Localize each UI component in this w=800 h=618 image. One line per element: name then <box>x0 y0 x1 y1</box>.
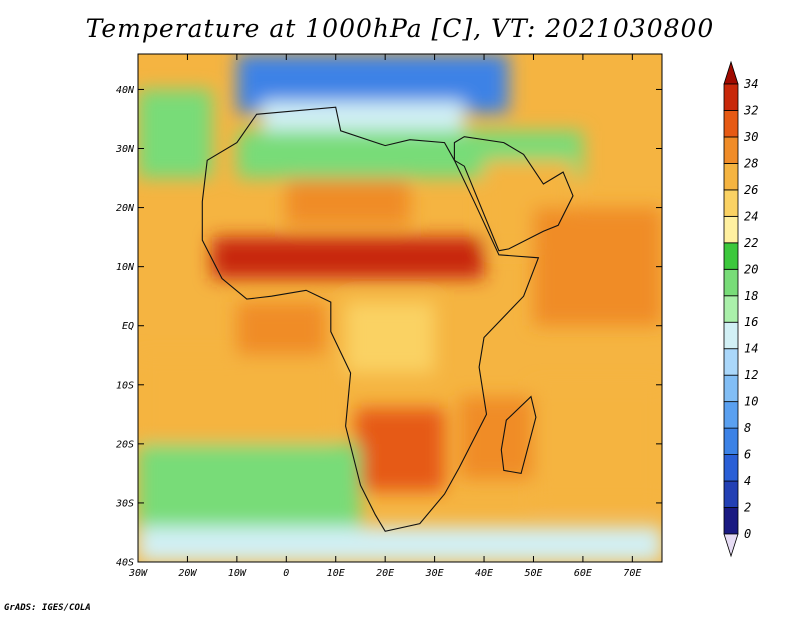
colorbar-label: 34 <box>743 77 758 91</box>
region-2 <box>138 89 213 179</box>
colorbar-box <box>723 480 739 508</box>
region-13 <box>533 384 662 503</box>
region-9 <box>236 302 326 356</box>
coastline-outline <box>201 106 574 532</box>
plot-frame <box>137 53 663 563</box>
y-tick-label: 40S <box>116 558 134 569</box>
colorbar-label: 26 <box>744 183 758 197</box>
x-tick-label: 40E <box>475 568 493 579</box>
y-tick-label: 40N <box>116 85 135 96</box>
x-tick-label: 70E <box>623 568 641 579</box>
temperature-field <box>138 54 662 562</box>
colorbar-box <box>723 189 739 217</box>
credit-label: GrADS: IGES/COLA <box>4 603 91 613</box>
chart-title: Temperature at 1000hPa [C], VT: 20210308… <box>85 14 715 43</box>
colorbar-box <box>723 374 739 403</box>
colorbar-label: 6 <box>744 448 751 462</box>
region-14 <box>138 443 361 539</box>
region-4 <box>286 178 410 226</box>
colorbar-label: 2 <box>744 501 751 515</box>
colorbar-label: 0 <box>744 527 751 541</box>
y-tick-label: 20S <box>116 439 134 450</box>
region-5 <box>212 237 485 279</box>
colorbar-top-arrow <box>723 60 739 85</box>
y-tick-label: 30N <box>115 144 135 155</box>
colorbar-box <box>723 321 739 350</box>
region-11 <box>355 408 445 492</box>
colorbar-label: 12 <box>744 368 758 382</box>
colorbar-box <box>723 136 739 164</box>
region-10 <box>138 355 336 444</box>
x-tick-label: 10W <box>228 568 247 579</box>
coastline-arabia <box>453 136 574 252</box>
colorbar-label: 16 <box>744 315 758 329</box>
coastline-madagascar <box>500 395 537 475</box>
colorbar-box <box>723 454 739 482</box>
x-tick-label: 30E <box>425 568 444 579</box>
colorbar-box <box>723 242 739 270</box>
colorbar-box <box>723 163 739 191</box>
region-12 <box>459 396 534 480</box>
colorbar-label: 30 <box>743 130 758 144</box>
colorbar-label: 28 <box>744 156 758 170</box>
colorbar-box <box>723 348 739 376</box>
colorbar-box <box>723 83 739 111</box>
colorbar-label: 4 <box>744 474 751 488</box>
colorbar-label: 22 <box>744 236 758 250</box>
x-tick-label: 20E <box>376 568 394 579</box>
x-tick-label: 10E <box>327 568 345 579</box>
y-tick-label: 10S <box>116 380 134 391</box>
x-tick-label: 0 <box>283 568 289 579</box>
colorbar-box <box>723 215 739 244</box>
x-tick-label: 50E <box>524 568 542 579</box>
y-tick-label: 10N <box>116 262 135 273</box>
region-7 <box>533 207 662 326</box>
colorbar-box <box>723 401 739 429</box>
colorbar-label: 8 <box>744 421 751 435</box>
x-tick-label: 30W <box>128 568 148 579</box>
region-15 <box>138 526 662 562</box>
colorbar-label: 20 <box>744 262 758 276</box>
colorbar-box <box>723 427 739 455</box>
x-tick-label: 20W <box>178 568 197 579</box>
y-tick-label: 30S <box>115 498 134 509</box>
colorbar-box <box>723 295 739 323</box>
colorbar-label: 24 <box>744 209 758 223</box>
colorbar-bottom-arrow <box>723 533 739 558</box>
colorbar-box <box>723 110 739 138</box>
colorbar-box <box>723 268 739 297</box>
region-8 <box>345 302 435 373</box>
x-tick-label: 60E <box>574 568 592 579</box>
colorbar-label: 14 <box>744 342 758 356</box>
axes: 30W 20W 10W 0 10E 20E 30E 40E 50E 60E 70E 40N 30N 20N… <box>115 54 662 579</box>
colorbar-box <box>723 507 739 535</box>
y-tick-label: EQ <box>122 321 134 332</box>
colorbar-label: 18 <box>744 289 758 303</box>
colorbar-label: 32 <box>743 103 758 117</box>
colorbar-label: 10 <box>744 395 758 409</box>
y-tick-label: 20N <box>116 203 135 214</box>
coastline-africa <box>201 106 540 532</box>
